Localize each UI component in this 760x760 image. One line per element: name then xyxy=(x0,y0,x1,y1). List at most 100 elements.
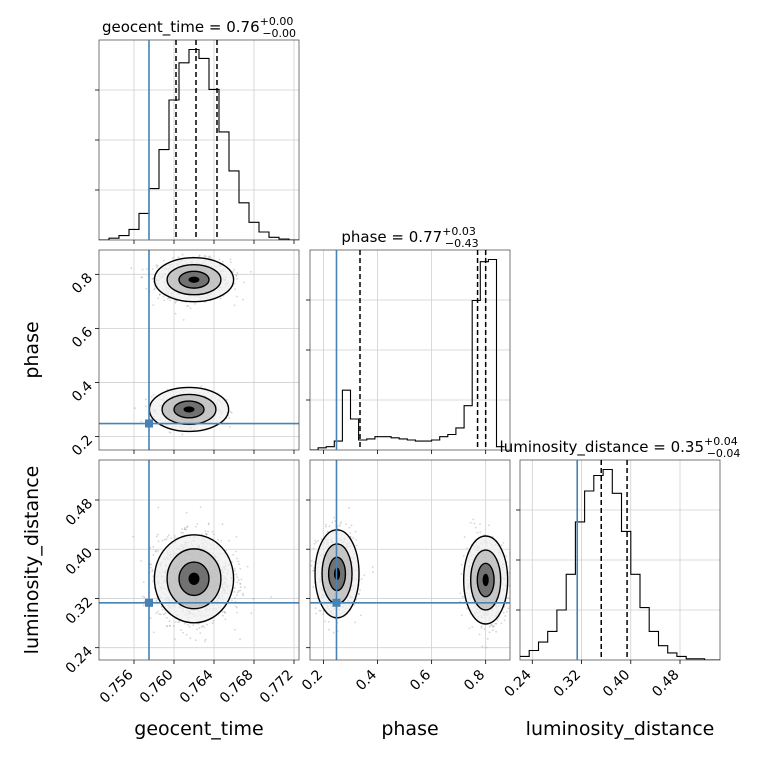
scatter-point xyxy=(237,579,240,582)
scatter-point xyxy=(328,628,330,631)
title-main: geocent_time = 0.76 xyxy=(102,18,260,37)
scatter-point xyxy=(492,625,495,627)
scatter-point xyxy=(228,539,231,542)
scatter-point xyxy=(207,522,210,525)
scatter-point xyxy=(154,549,157,552)
scatter-point xyxy=(134,407,136,410)
scatter-point xyxy=(156,266,158,269)
scatter-point xyxy=(334,520,337,523)
scatter-point xyxy=(200,385,203,388)
scatter-point xyxy=(157,506,160,509)
title-sup: +0.00 xyxy=(260,15,294,28)
scatter-point xyxy=(349,535,352,538)
scatter-point xyxy=(354,530,357,533)
scatter-point xyxy=(503,619,506,622)
scatter-point xyxy=(212,533,215,536)
scatter-point xyxy=(312,570,315,572)
scatter-point xyxy=(504,615,507,617)
scatter-point xyxy=(184,528,186,531)
scatter-point xyxy=(194,303,197,305)
scatter-point xyxy=(166,388,169,391)
scatter-point xyxy=(476,531,479,534)
scatter-point xyxy=(198,254,201,257)
scatter-point xyxy=(167,534,170,536)
scatter-point xyxy=(217,539,219,541)
scatter-point xyxy=(221,523,224,526)
scatter-point xyxy=(495,622,498,625)
scatter-point xyxy=(173,535,176,537)
scatter-point xyxy=(236,606,239,609)
scatter-point xyxy=(243,281,245,284)
scatter-point xyxy=(174,301,177,304)
scatter-point xyxy=(463,536,466,538)
histogram-step xyxy=(520,468,720,660)
scatter-point xyxy=(149,566,152,569)
scatter-point xyxy=(168,431,171,433)
scatter-point xyxy=(174,638,176,640)
scatter-point xyxy=(239,583,242,585)
scatter-point xyxy=(239,582,242,585)
scatter-point xyxy=(157,540,160,543)
scatter-point xyxy=(462,555,465,557)
scatter-point xyxy=(185,633,188,636)
scatter-point xyxy=(189,307,192,310)
scatter-point xyxy=(186,525,189,528)
scatter-point xyxy=(181,528,184,530)
scatter-point xyxy=(228,425,231,428)
scatter-point xyxy=(211,622,214,624)
scatter-point xyxy=(203,626,206,628)
scatter-point xyxy=(157,550,160,552)
scatter-point xyxy=(204,640,207,643)
scatter-point xyxy=(173,537,176,540)
scatter-point xyxy=(320,538,323,541)
scatter-point xyxy=(195,525,197,528)
scatter-point xyxy=(240,578,243,581)
scatter-point xyxy=(206,623,209,626)
scatter-point xyxy=(188,625,191,628)
scatter-point xyxy=(207,530,209,533)
axes-frame xyxy=(98,459,300,661)
scatter-point xyxy=(239,638,242,641)
scatter-point xyxy=(149,547,152,549)
scatter-point xyxy=(171,257,174,259)
scatter-point xyxy=(161,608,164,611)
scatter-point xyxy=(229,261,232,264)
scatter-point xyxy=(165,538,168,541)
scatter-panel-geocent_time-phase xyxy=(95,249,300,454)
scatter-point xyxy=(461,596,464,598)
scatter-point xyxy=(210,256,213,259)
scatter-point xyxy=(235,594,238,596)
panel-title-phase: phase = 0.77+0.03 −0.43 xyxy=(341,225,478,250)
scatter-point xyxy=(507,596,510,599)
scatter-point xyxy=(198,627,201,629)
scatter-point xyxy=(154,287,156,290)
scatter-point xyxy=(207,523,210,526)
scatter-point xyxy=(466,547,469,550)
scatter-point xyxy=(140,420,143,423)
panel-content xyxy=(99,250,299,450)
scatter-point xyxy=(461,614,463,617)
scatter-point xyxy=(270,596,272,598)
scatter-point xyxy=(204,255,207,258)
scatter-point xyxy=(492,626,495,628)
title-main: phase = 0.77 xyxy=(341,228,442,246)
scatter-point xyxy=(500,544,503,547)
scatter-point xyxy=(170,537,173,540)
scatter-point xyxy=(211,530,214,533)
scatter-point xyxy=(371,566,374,568)
scatter-point xyxy=(151,569,154,571)
scatter-point xyxy=(480,625,483,628)
scatter-point xyxy=(236,557,238,560)
scatter-panel-phase-luminosity_distance xyxy=(306,459,511,664)
scatter-point xyxy=(198,255,200,258)
scatter-point xyxy=(162,295,165,298)
scatter-point xyxy=(150,563,153,566)
scatter-point xyxy=(236,277,238,280)
scatter-point xyxy=(168,625,171,627)
scatter-point xyxy=(165,616,168,619)
scatter-point xyxy=(500,622,503,625)
scatter-point xyxy=(491,629,494,632)
scatter-point xyxy=(485,646,488,649)
scatter-point xyxy=(158,293,161,296)
scatter-point xyxy=(152,631,155,634)
